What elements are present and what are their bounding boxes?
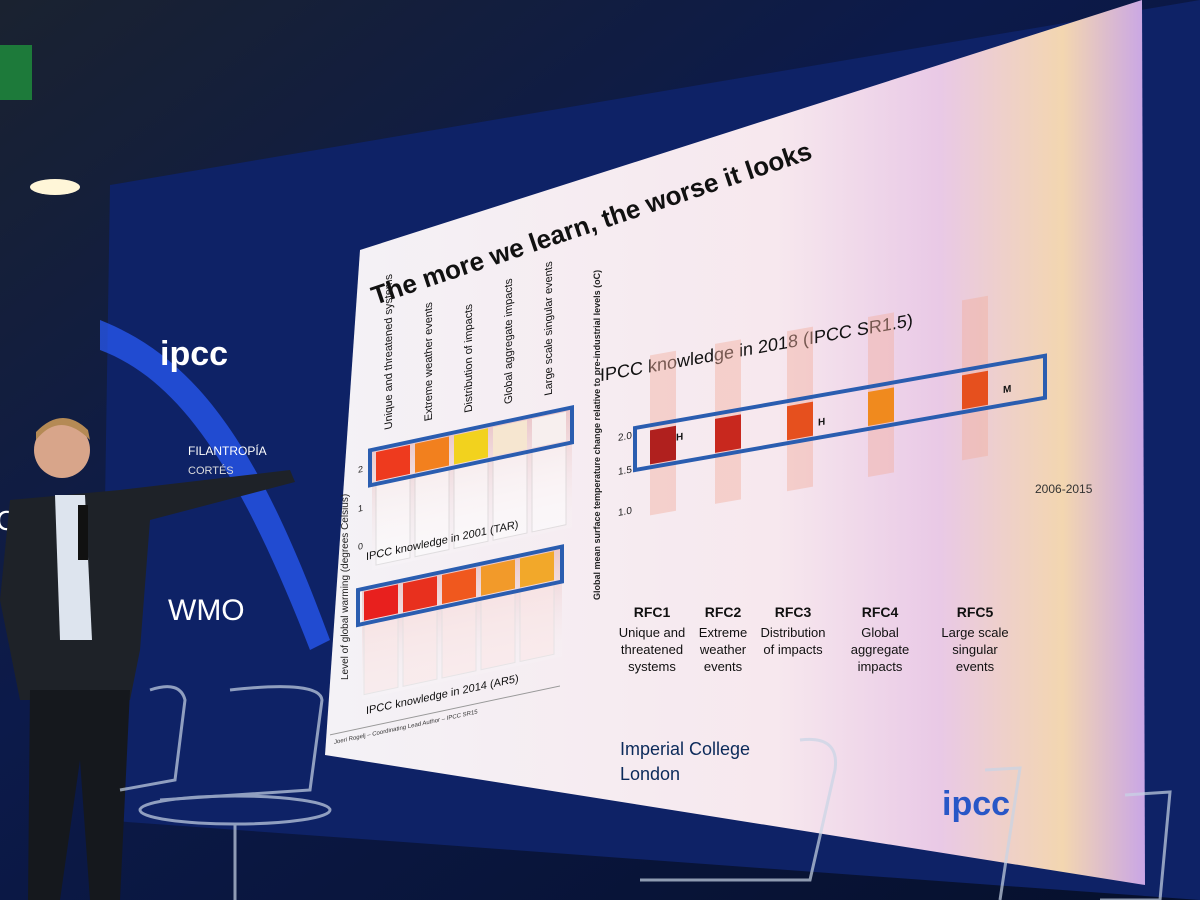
column-header: Extreme weather events [423,301,435,422]
confidence-label: H [676,432,683,444]
confidence-label: M [1003,384,1011,396]
rfc-bar [962,370,988,410]
risk-cell [415,436,449,473]
rfc-description: Extreme [699,625,747,640]
risk-cell [493,419,527,457]
risk-cell [520,551,554,588]
risk-cell-faded [531,444,567,533]
rfc-description: threatened [621,642,683,657]
risk-cell-faded [363,616,399,696]
risk-cell-faded [480,591,516,671]
ceiling-light [30,179,80,195]
rfc-labels: RFC1 Unique and threatened systems RFC2 Extre… [619,604,1009,674]
confidence-label: H [818,417,825,429]
risk-cell [364,584,398,621]
rfc-bar [715,414,741,453]
corner-logo: ipcc [942,785,1010,823]
blue-swoosh [100,320,330,650]
chairs [119,685,1172,900]
rfc-code: RFC4 [862,604,899,620]
y-axis-label: Global mean surface temperature change r… [592,270,602,600]
rfc-bar [868,387,894,426]
y-tick: 0 [358,541,363,552]
column-header: Distribution of impacts [463,303,475,414]
wmo-logo: WMO [168,594,245,627]
rfc-description: Distribution [760,625,825,640]
risk-cell-faded [402,608,438,687]
y-tick: 1 [358,503,363,514]
institution: London [620,764,680,784]
risk-cell [403,576,437,613]
presenter [0,417,295,900]
rfc-description: singular [952,642,998,657]
rfc-code: RFC3 [775,604,812,620]
rfc-code: RFC2 [705,604,742,620]
column-header: Unique and threatened systems [383,272,395,430]
risk-cell-faded [441,600,477,679]
y-tick: 1.0 [618,506,632,519]
footer-rule [330,685,560,736]
rfc-code: RFC1 [634,604,671,620]
rfc-bars [650,295,988,516]
rfc-description: weather [699,642,747,657]
rfc-description: aggregate [851,642,910,657]
rfc-description: systems [628,659,676,674]
y-tick: 1.5 [618,465,632,478]
rfc-description: impacts [858,659,903,674]
highlight-box [356,544,564,628]
column-header: Global aggregate impacts [503,277,515,405]
org-logo-sub: CORTÉS [188,464,234,477]
risk-cell [376,444,410,482]
org-logo: FILANTROPÍA [188,443,267,458]
highlight-box [633,353,1047,473]
y-tick: 2 [358,464,363,475]
rfc-code: RFC5 [957,604,994,620]
risk-cell [532,411,566,448]
highlight-box [368,404,574,488]
row-2001 [375,411,567,566]
rfc-description: Global [861,625,899,640]
y-tick: 2.0 [618,431,632,444]
ipcc-logo: ipcc [160,335,228,373]
rfc-description: Unique and [619,625,686,640]
y-axis-label: Level of global warming (degrees Celsius… [340,494,351,680]
rfc-description: of impacts [763,642,823,657]
rfc-description: events [704,659,743,674]
column-headers: Unique and threatened systems Extreme wea… [383,260,555,431]
risk-cell [454,428,488,465]
risk-cell [442,567,476,605]
column-header: Large scale singular events [543,260,555,397]
risk-cell-faded [519,583,555,663]
institution: Imperial College [620,739,750,759]
exit-sign [0,45,32,100]
rfc-description: events [956,659,995,674]
risk-cell [481,559,515,596]
period-label: 2006-2015 [1035,482,1093,496]
rfc-description: Large scale [941,625,1008,640]
rfc-bar [787,401,813,441]
rfc-bar [650,425,676,465]
